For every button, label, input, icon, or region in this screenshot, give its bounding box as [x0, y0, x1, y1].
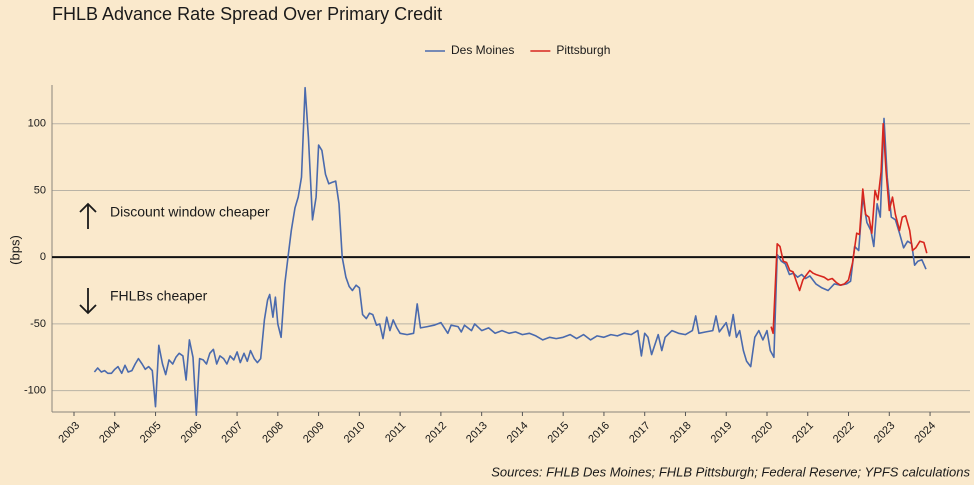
x-tick-label: 2003: [56, 420, 82, 446]
x-tick-label: 2010: [342, 420, 368, 446]
x-tick-label: 2023: [872, 420, 898, 446]
x-tick-label: 2013: [464, 420, 490, 446]
source-note: Sources: FHLB Des Moines; FHLB Pittsburg…: [491, 464, 970, 479]
x-tick-label: 2022: [831, 420, 857, 446]
legend-label: Pittsburgh: [556, 43, 610, 57]
y-tick-label: 100: [28, 118, 46, 130]
y-axis-label: (bps): [7, 235, 22, 265]
annotation: Discount window cheaper: [110, 204, 270, 220]
x-tick-label: 2018: [668, 420, 694, 446]
legend-label: Des Moines: [451, 43, 514, 57]
x-tick-label: 2012: [423, 420, 449, 446]
x-tick-label: 2009: [301, 420, 327, 446]
series-line: [770, 122, 928, 335]
x-tick-label: 2024: [912, 420, 938, 446]
y-tick-label: -50: [30, 318, 46, 330]
x-tick-label: 2005: [138, 420, 164, 446]
series-line: [93, 86, 927, 416]
y-tick-label: 50: [34, 184, 46, 196]
x-tick-label: 2016: [586, 420, 612, 446]
x-tick-label: 2015: [546, 420, 572, 446]
y-tick-label: -100: [24, 385, 46, 397]
annotation-up: [79, 202, 97, 229]
x-tick-label: 2007: [219, 420, 245, 446]
x-tick-label: 2006: [179, 420, 205, 446]
y-tick-label: 0: [40, 251, 46, 263]
x-tick-label: 2004: [97, 420, 123, 446]
x-tick-label: 2020: [749, 420, 775, 446]
chart-title: FHLB Advance Rate Spread Over Primary Cr…: [52, 4, 442, 24]
x-tick-label: 2014: [505, 420, 531, 446]
x-tick-label: 2017: [627, 420, 653, 446]
x-tick-label: 2021: [790, 420, 816, 446]
annotation-down: [79, 288, 97, 315]
x-tick-label: 2011: [383, 420, 408, 445]
x-tick-label: 2008: [260, 420, 286, 446]
annotation: FHLBs cheaper: [110, 288, 208, 304]
x-tick-label: 2019: [709, 420, 735, 446]
